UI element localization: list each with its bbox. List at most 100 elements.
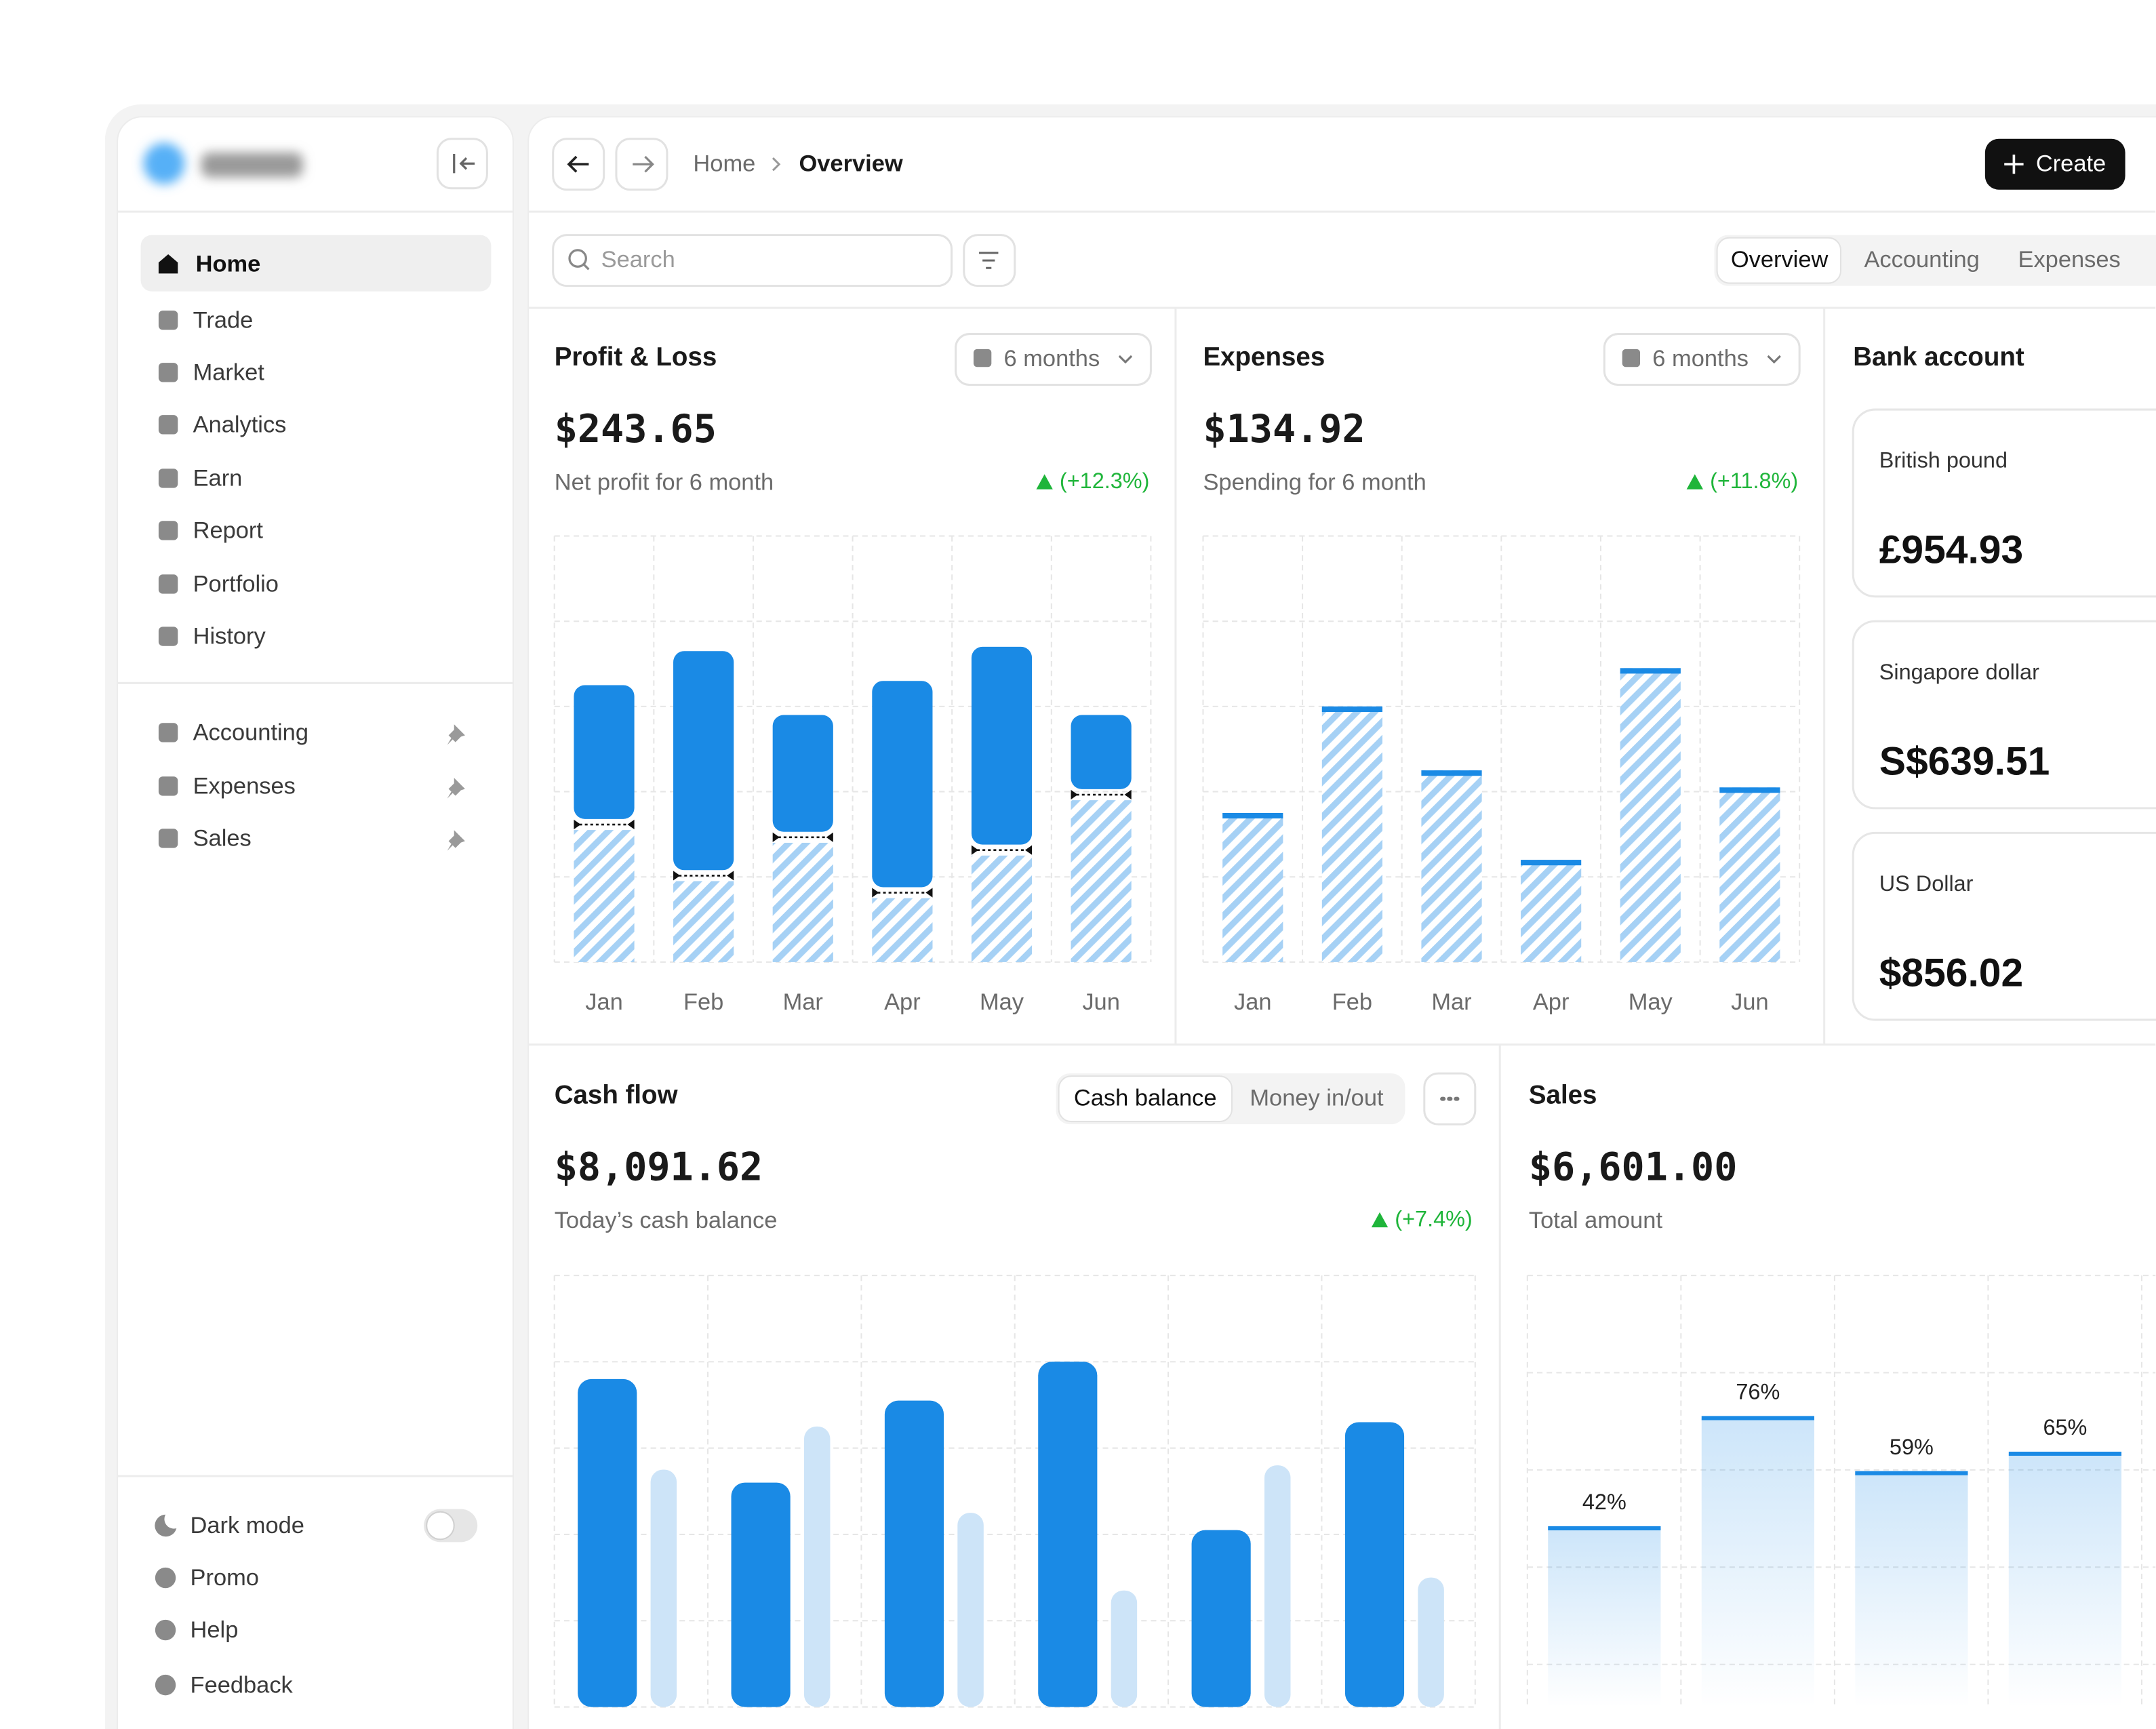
- breadcrumb[interactable]: Home: [693, 151, 755, 176]
- search-box[interactable]: [552, 234, 953, 287]
- nav-icon: [158, 829, 178, 848]
- nav-item[interactable]: Trade: [193, 307, 254, 333]
- bar: [1191, 1530, 1251, 1707]
- nav-item[interactable]: Promo: [191, 1565, 259, 1591]
- nav-icon: [158, 574, 178, 594]
- tab[interactable]: Expenses: [2018, 247, 2120, 273]
- bank-card: [1852, 831, 2156, 1021]
- nav-item[interactable]: Expenses: [193, 774, 296, 799]
- active-toggle: [1058, 1075, 1233, 1123]
- period-button[interactable]: [1603, 333, 1801, 386]
- nav-item[interactable]: Earn: [193, 466, 243, 492]
- active-tab: [1716, 237, 1842, 284]
- up-triangle: [1686, 474, 1703, 490]
- bar: [1222, 812, 1283, 962]
- nav-icon: [158, 363, 178, 382]
- bar: [1264, 1465, 1291, 1707]
- change: (+11.8%): [1710, 469, 1798, 493]
- account-amount: $856.02: [1879, 951, 2023, 995]
- value-label: 59%: [1890, 1435, 1934, 1459]
- x-tick-label: Mar: [783, 989, 823, 1015]
- up-triangle: [1371, 1212, 1389, 1228]
- link-icon: [155, 1619, 176, 1641]
- value-label: 65%: [2043, 1415, 2087, 1439]
- nav-item[interactable]: Help: [191, 1617, 239, 1643]
- bar-segment: [872, 898, 933, 962]
- bar: [1344, 1422, 1405, 1707]
- bar: [1421, 770, 1482, 962]
- period-button[interactable]: [955, 333, 1152, 386]
- nav-item[interactable]: Portfolio: [193, 572, 279, 597]
- amount: $6,601.00: [1529, 1145, 1738, 1190]
- bar-segment: [971, 855, 1033, 962]
- bank-card: [1852, 408, 2156, 598]
- bar: [1111, 1590, 1138, 1707]
- x-tick-label: Apr: [1533, 989, 1570, 1015]
- collapse-icon: [453, 154, 475, 174]
- change: (+7.4%): [1395, 1207, 1472, 1231]
- bank-card: [1852, 620, 2156, 810]
- link-icon: [155, 1567, 176, 1589]
- bar: [1855, 1473, 1968, 1707]
- breadcrumb-current: Overview: [799, 151, 903, 176]
- bar: [1521, 860, 1582, 962]
- dark-mode-label: Dark mode: [191, 1513, 304, 1538]
- nav-item[interactable]: Report: [193, 518, 264, 544]
- tab[interactable]: Overview: [1731, 247, 1829, 273]
- create-button[interactable]: [1984, 138, 2125, 190]
- value-label: 76%: [1736, 1379, 1780, 1404]
- x-tick-label: Jan: [1234, 989, 1272, 1015]
- nav-item[interactable]: Sales: [193, 826, 252, 852]
- toggle[interactable]: Money in/out: [1250, 1086, 1384, 1111]
- amount: $134.92: [1203, 407, 1365, 452]
- toggle[interactable]: Cash balance: [1074, 1086, 1217, 1111]
- nav-item[interactable]: Feedback: [191, 1672, 294, 1698]
- caption: Spending for 6 month: [1203, 470, 1426, 496]
- bank-title: Bank account: [1853, 342, 2024, 372]
- bar: [1719, 787, 1780, 962]
- nav-item[interactable]: Home: [196, 251, 261, 277]
- x-tick-label: Feb: [683, 989, 723, 1015]
- bar-cap: [1321, 706, 1382, 712]
- bar: [884, 1400, 944, 1707]
- period-label: 6 months: [1004, 346, 1100, 372]
- account-amount: £954.93: [1879, 528, 2023, 572]
- bar-cap: [1421, 770, 1482, 776]
- tab[interactable]: Accounting: [1864, 247, 1979, 273]
- bar: [650, 1469, 677, 1707]
- nav-icon: [158, 776, 178, 796]
- bar: [957, 1513, 984, 1707]
- nav-item[interactable]: Analytics: [193, 412, 287, 437]
- chart-title: Profit & Loss: [555, 342, 717, 372]
- change: (+12.3%): [1060, 469, 1149, 493]
- caption: Today’s cash balance: [555, 1208, 778, 1233]
- amount: $8,091.62: [555, 1145, 763, 1190]
- x-tick-label: Apr: [884, 989, 921, 1015]
- chart-title: Sales: [1529, 1081, 1597, 1110]
- bar-segment: [673, 651, 734, 871]
- search-icon-handle: [583, 264, 590, 271]
- caption: Net profit for 6 month: [555, 470, 774, 496]
- x-tick-label: May: [1629, 989, 1673, 1015]
- account-name: Singapore dollar: [1879, 660, 2039, 684]
- bar-cap: [1620, 668, 1681, 674]
- nav-item[interactable]: Accounting: [193, 720, 308, 746]
- nav-icon: [158, 521, 178, 540]
- active-nav-bg: [140, 235, 492, 292]
- nav-item[interactable]: History: [193, 624, 266, 650]
- bar-segment: [971, 646, 1033, 845]
- search-icon: [568, 249, 587, 268]
- bar: [1418, 1577, 1444, 1707]
- chart-title: Cash flow: [555, 1081, 679, 1110]
- nav-item[interactable]: Market: [193, 359, 265, 385]
- chart-title: Expenses: [1203, 342, 1325, 372]
- bar-cap: [1719, 787, 1780, 793]
- forward-icon: [633, 155, 654, 173]
- breadcrumb-chevron: [772, 157, 781, 172]
- amount: $243.65: [555, 407, 717, 452]
- chevron: [1767, 355, 1781, 364]
- toggle-knob: [426, 1511, 455, 1541]
- bar-cap: [1521, 860, 1582, 866]
- bar-cap: [1222, 812, 1283, 819]
- search-placeholder: Search: [601, 247, 675, 273]
